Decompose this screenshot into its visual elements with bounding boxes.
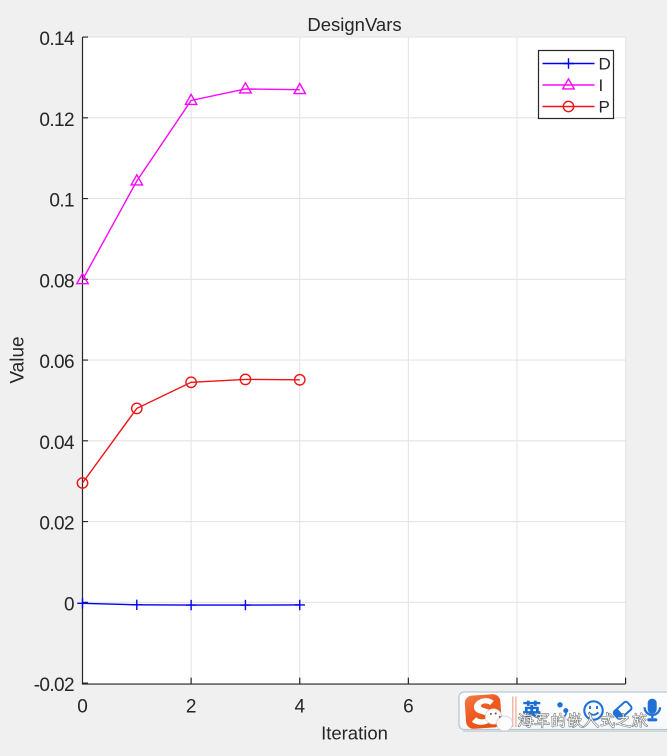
svg-text:Iteration: Iteration xyxy=(321,723,388,744)
svg-text:Value: Value xyxy=(8,336,29,383)
svg-text:D: D xyxy=(599,55,611,74)
svg-text:0.12: 0.12 xyxy=(39,110,74,131)
svg-text:0.1: 0.1 xyxy=(49,191,74,212)
svg-text:0.06: 0.06 xyxy=(39,352,74,373)
svg-text:DesignVars: DesignVars xyxy=(307,14,401,35)
svg-text:-0.02: -0.02 xyxy=(34,675,74,696)
svg-text:I: I xyxy=(599,76,604,95)
svg-text:6: 6 xyxy=(403,696,414,717)
svg-text:4: 4 xyxy=(294,696,305,717)
svg-text:0.04: 0.04 xyxy=(39,433,75,454)
svg-text:0.14: 0.14 xyxy=(39,29,75,50)
svg-text:0.08: 0.08 xyxy=(39,271,74,292)
svg-text:2: 2 xyxy=(186,696,197,717)
svg-text:0: 0 xyxy=(64,594,74,615)
svg-text:P: P xyxy=(599,98,610,117)
svg-text:0.02: 0.02 xyxy=(39,514,74,535)
svg-text:0: 0 xyxy=(77,696,88,717)
